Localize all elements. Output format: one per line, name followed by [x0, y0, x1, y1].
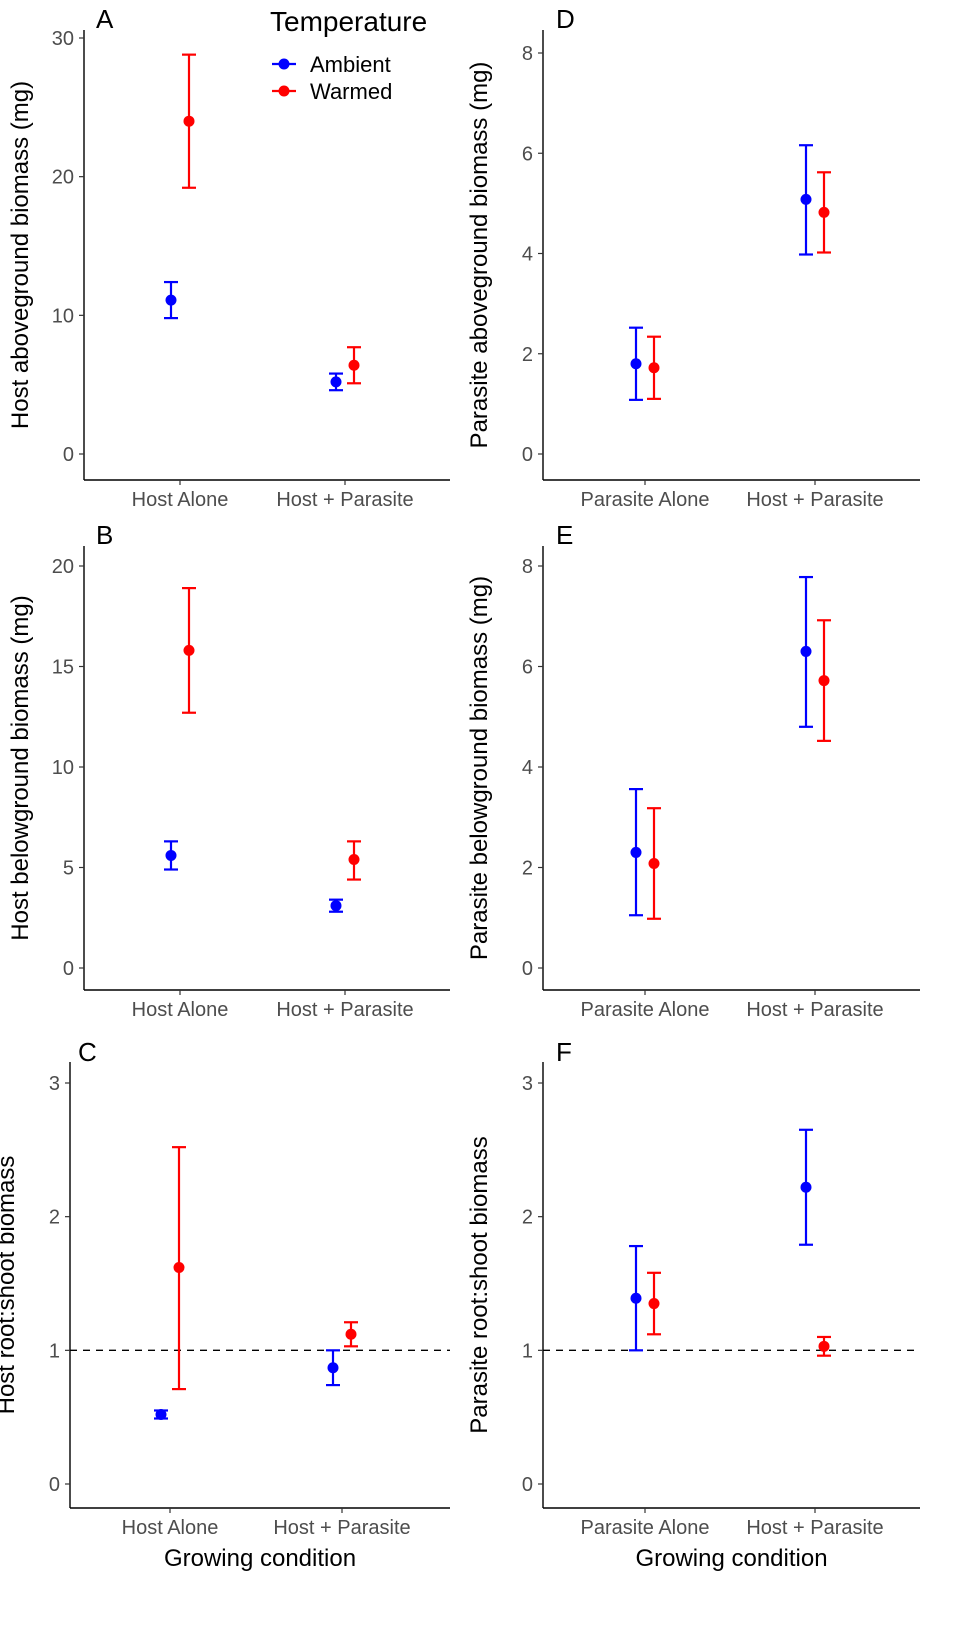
data-point-ambient	[330, 376, 342, 388]
y-tick-label: 10	[52, 305, 74, 327]
y-axis-title: Host aboveground biomass (mg)	[7, 81, 34, 429]
y-tick-label: 0	[522, 958, 533, 980]
legend-label-ambient: Ambient	[310, 52, 391, 77]
y-tick-label: 15	[52, 657, 74, 679]
legend-title: Temperature	[270, 6, 427, 37]
y-axis-title: Parasite root:shoot biomass	[466, 1136, 493, 1433]
panel-letter: F	[556, 1037, 572, 1067]
data-point-ambient	[630, 1292, 642, 1304]
y-axis-title: Parasite aboveground biomass (mg)	[466, 62, 493, 449]
x-tick-label: Parasite Alone	[581, 489, 710, 511]
x-axis-title: Growing condition	[164, 1545, 356, 1572]
y-tick-label: 1	[522, 1340, 533, 1362]
y-tick-label: 3	[49, 1073, 60, 1095]
panel-b: 0 5 10 15 20 Host Alone Host + Parasite Host be…	[7, 520, 450, 1021]
x-tick-label: Host Alone	[132, 489, 229, 511]
y-tick-label: 6	[522, 657, 533, 679]
y-tick-label: 4	[522, 244, 533, 266]
y-tick-label: 0	[522, 1474, 533, 1496]
panel-letter: C	[78, 1037, 97, 1067]
y-tick-label: 8	[522, 556, 533, 578]
y-axis-title: Host root:shoot biomass	[0, 1156, 20, 1415]
y-tick-label: 0	[63, 444, 74, 466]
panel-letter: D	[556, 4, 575, 34]
y-tick-label: 2	[522, 858, 533, 880]
y-tick-label: 1	[49, 1340, 60, 1362]
data-point-ambient	[327, 1362, 339, 1374]
data-point-warmed	[818, 206, 830, 218]
data-point-ambient	[165, 294, 177, 306]
legend-label-warmed: Warmed	[310, 79, 392, 104]
data-point-warmed	[648, 362, 660, 374]
x-axis-title: Growing condition	[635, 1545, 827, 1572]
panel-a: 0 10 20 30 Host Alone Host + Parasite Host abo…	[7, 4, 450, 511]
x-tick-label: Host + Parasite	[273, 1517, 410, 1539]
data-point-ambient	[630, 358, 642, 370]
panel-letter: A	[96, 4, 114, 34]
y-tick-label: 4	[522, 757, 533, 779]
y-tick-label: 3	[522, 1073, 533, 1095]
data-point-warmed	[345, 1328, 357, 1340]
x-tick-label: Parasite Alone	[581, 999, 710, 1021]
y-tick-label: 30	[52, 28, 74, 50]
x-tick-label: Host + Parasite	[746, 489, 883, 511]
y-axis-title: Host belowground biomass (mg)	[7, 595, 34, 940]
x-tick-label: Host Alone	[122, 1517, 219, 1539]
x-tick-label: Host + Parasite	[746, 1517, 883, 1539]
y-tick-label: 10	[52, 757, 74, 779]
data-point-warmed	[818, 675, 830, 687]
panel-letter: B	[96, 520, 113, 550]
panel-c: 0 1 2 3 Host Alone Host + Parasite Host root:s…	[0, 1037, 450, 1572]
y-axis-title: Parasite belowground biomass (mg)	[466, 576, 493, 960]
y-tick-label: 20	[52, 167, 74, 189]
data-point-ambient	[800, 645, 812, 657]
data-point-warmed	[173, 1261, 185, 1273]
data-point-warmed	[648, 857, 660, 869]
panel-d: 0 2 4 6 8 Parasite Alone Host + Parasite Parasi…	[466, 4, 920, 511]
y-tick-label: 6	[522, 143, 533, 165]
y-tick-label: 0	[63, 958, 74, 980]
data-point-warmed	[183, 644, 195, 656]
data-point-warmed	[348, 359, 360, 371]
data-point-warmed	[648, 1298, 660, 1310]
y-tick-label: 8	[522, 43, 533, 65]
y-tick-label: 0	[522, 444, 533, 466]
x-tick-label: Host + Parasite	[276, 489, 413, 511]
panel-e: 0 2 4 6 8 Parasite Alone Host + Parasite Parasi…	[466, 520, 920, 1021]
legend-key-point	[278, 85, 290, 97]
x-tick-label: Host Alone	[132, 999, 229, 1021]
data-point-ambient	[800, 1181, 812, 1193]
y-tick-label: 20	[52, 556, 74, 578]
x-tick-label: Host + Parasite	[276, 999, 413, 1021]
y-tick-label: 2	[522, 344, 533, 366]
y-tick-label: 0	[49, 1474, 60, 1496]
data-point-ambient	[155, 1408, 167, 1420]
data-point-ambient	[630, 846, 642, 858]
data-point-ambient	[165, 849, 177, 861]
data-point-warmed	[348, 853, 360, 865]
data-point-ambient	[330, 900, 342, 912]
panel-f: 0 1 2 3 Parasite Alone Host + Parasite Parasit…	[466, 1037, 920, 1572]
y-tick-label: 5	[63, 858, 74, 880]
data-point-warmed	[818, 1340, 830, 1352]
data-point-ambient	[800, 193, 812, 205]
x-tick-label: Parasite Alone	[581, 1517, 710, 1539]
data-point-warmed	[183, 115, 195, 127]
x-tick-label: Host + Parasite	[746, 999, 883, 1021]
legend-key-point	[278, 58, 290, 70]
panel-letter: E	[556, 520, 573, 550]
y-tick-label: 2	[522, 1207, 533, 1229]
y-tick-label: 2	[49, 1207, 60, 1229]
